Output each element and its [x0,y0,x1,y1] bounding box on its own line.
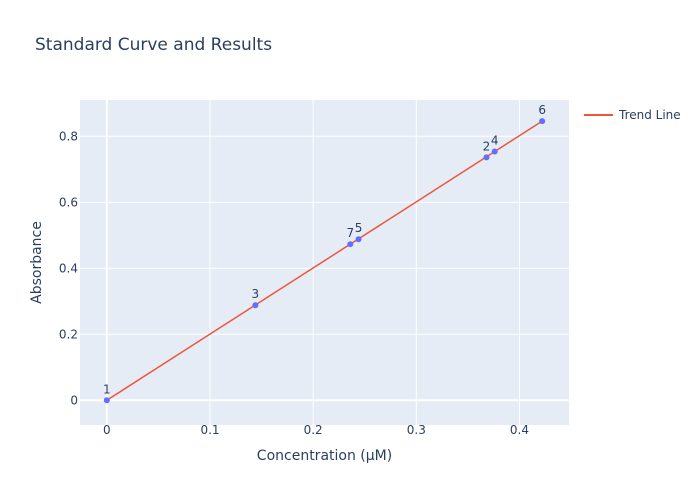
y-tick-label: 0.2 [59,327,78,341]
x-tick-label: 0.4 [510,423,529,437]
data-point-5[interactable] [355,236,362,243]
data-point-2[interactable] [483,154,490,161]
data-series: 1 3 7 5 2 4 6 [103,103,546,404]
x-tick-label: 0.1 [200,423,219,437]
plot-area [80,100,569,425]
data-point-1[interactable] [103,397,110,404]
y-tick-label: 0.4 [59,261,78,275]
data-point-6[interactable] [539,118,546,125]
data-point-label-1: 1 [103,382,111,396]
legend[interactable]: Trend Line [584,108,681,122]
trend-line [106,120,543,401]
data-point-label-5: 5 [355,221,363,235]
y-tick-label: 0 [70,393,78,407]
data-point-4[interactable] [491,148,498,155]
y-tick-label: 0.8 [59,129,78,143]
data-point-3[interactable] [252,302,259,309]
data-point-label-6: 6 [538,103,546,117]
x-tick-label: 0.2 [304,423,323,437]
data-point-label-7: 7 [346,226,354,240]
data-point-7[interactable] [347,241,354,248]
data-point-label-2: 2 [483,139,491,153]
y-axis-title: Absorbance [29,221,45,304]
chart-title: Standard Curve and Results [35,35,272,55]
x-tick-label: 0 [103,423,111,437]
y-tick-label: 0.6 [59,195,78,209]
data-point-label-3: 3 [252,287,260,301]
data-point-label-4: 4 [491,133,499,147]
legend-trend-line-label: Trend Line [618,108,681,122]
grid-lines [80,100,569,425]
x-axis-title: Concentration (µM) [257,448,392,464]
axis-tick-labels: 0 0.1 0.2 0.3 0.4 0 0.2 0.4 0.6 0.8 [59,129,529,437]
x-tick-label: 0.3 [407,423,426,437]
